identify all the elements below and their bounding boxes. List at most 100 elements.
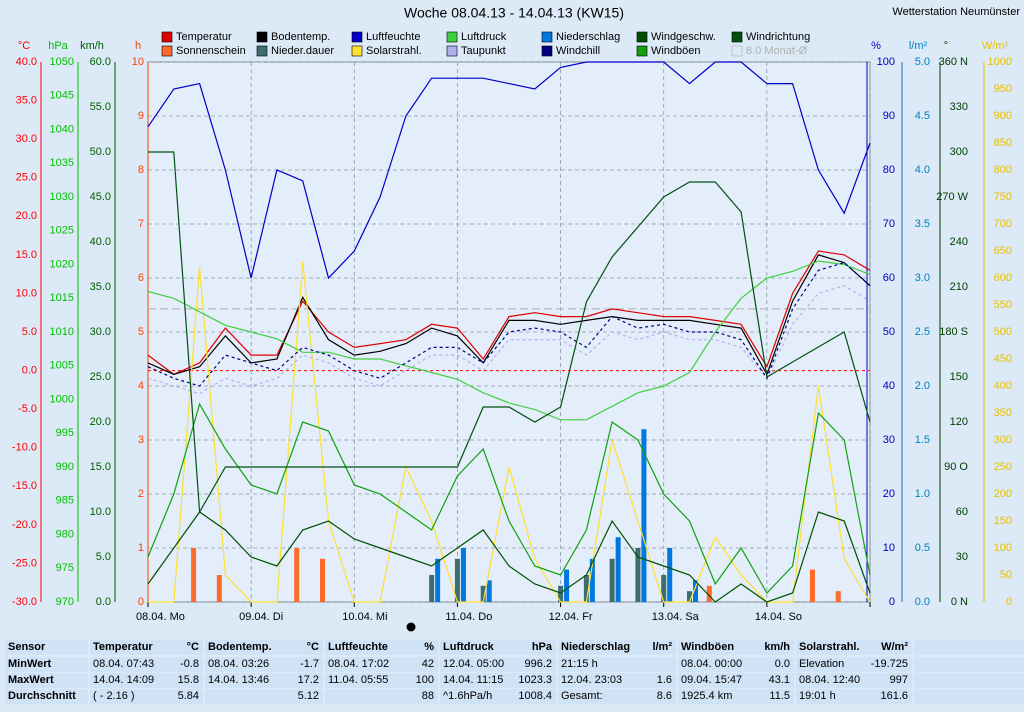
y-tick-label: 9 — [138, 110, 144, 122]
y-tick-label: 6 — [138, 272, 144, 284]
bar — [583, 575, 589, 602]
cell-value: 42 — [422, 658, 434, 670]
y-tick-label: 0.0 — [22, 364, 37, 376]
y-tick-label: 5 — [138, 326, 144, 338]
x-tick-label: 12.04. Fr — [549, 611, 593, 623]
y-tick-label: 40.0 — [16, 56, 37, 68]
cell-value: 15.8 — [178, 674, 199, 686]
y-tick-label: 2 — [138, 488, 144, 500]
y-tick-label: 1035 — [50, 157, 74, 169]
y-tick-label: 20.0 — [16, 210, 37, 222]
x-tick-label: 08.04. Mo — [136, 611, 185, 623]
y-tick-label: 210 — [950, 281, 968, 293]
cell-text: 12.04. 05:00 — [443, 658, 504, 670]
table-cell — [205, 673, 323, 688]
y-tick-label: 5.0 — [22, 326, 37, 338]
y-tick-label: 15.0 — [16, 249, 37, 261]
group-unit: °C — [187, 641, 199, 653]
y-tick-label: 500 — [994, 326, 1012, 338]
table-cell — [325, 689, 438, 704]
y-tick-label: 300 — [950, 146, 968, 158]
y-tick-label: 15.0 — [90, 461, 111, 473]
table-cell — [205, 640, 323, 655]
y-tick-label: 10.0 — [16, 287, 37, 299]
legend-swatch — [351, 31, 363, 43]
bar — [435, 558, 441, 602]
table-cell — [796, 689, 912, 704]
group-name: Temperatur — [93, 641, 153, 653]
y-tick-label: 60.0 — [90, 56, 111, 68]
y-tick-label: 8 — [138, 164, 144, 176]
legend-swatch — [446, 31, 458, 43]
y-tick-label: 1010 — [50, 326, 74, 338]
y-tick-label: 90 — [883, 110, 895, 122]
cell-value: 996.2 — [524, 658, 552, 670]
y-tick-label: 100 — [994, 542, 1012, 554]
y-tick-label: 1005 — [50, 360, 74, 372]
x-tick-label: 10.04. Mi — [342, 611, 387, 623]
axis-unit: W/m² — [982, 40, 1009, 52]
bar — [667, 548, 673, 602]
cell-value: 43.1 — [769, 674, 790, 686]
y-tick-label: 900 — [994, 110, 1012, 122]
y-tick-label: 60 — [956, 506, 968, 518]
cell-value: -1.7 — [300, 658, 319, 670]
group-name: Luftfeuchte — [328, 641, 388, 653]
axis-unit: km/h — [80, 40, 104, 52]
y-tick-label: 250 — [994, 461, 1012, 473]
y-tick-label: 1020 — [50, 258, 74, 270]
table-cell — [796, 657, 912, 672]
cell-value: 100 — [416, 674, 434, 686]
bar — [615, 537, 621, 602]
x-tick-label: 09.04. Di — [239, 611, 283, 623]
legend-swatch — [256, 31, 268, 43]
axis-unit: l/m² — [909, 40, 928, 52]
y-tick-label: 0.0 — [915, 596, 930, 608]
bar — [480, 585, 486, 602]
y-tick-label: 50 — [883, 326, 895, 338]
x-tick-label: 14.04. So — [755, 611, 802, 623]
bar — [454, 558, 460, 602]
legend-swatch — [636, 45, 648, 57]
group-unit: W/m² — [881, 641, 908, 653]
bar — [564, 569, 570, 602]
legend-label: Windrichtung — [746, 31, 810, 43]
y-tick-label: -15.0 — [12, 480, 37, 492]
table-header: Sensor — [8, 641, 46, 653]
y-tick-label: 2.0 — [915, 380, 930, 392]
y-tick-label: 700 — [994, 218, 1012, 230]
y-tick-label: 950 — [994, 83, 1012, 95]
table-cell — [5, 673, 88, 688]
y-tick-label: 550 — [994, 299, 1012, 311]
cell-text: Elevation — [799, 658, 844, 670]
cell-value: 11.5 — [769, 690, 790, 702]
axis-unit: hPa — [48, 40, 68, 52]
legend-label: Temperatur — [176, 31, 232, 43]
x-tick-label: 11.04. Do — [445, 611, 492, 623]
group-unit: km/h — [764, 641, 790, 653]
cell-text: 14.04. 11:15 — [443, 674, 503, 686]
bar — [661, 575, 667, 602]
table-cell — [325, 640, 438, 655]
cell-text: ^1.6hPa/h — [443, 690, 492, 702]
y-tick-label: 4.5 — [915, 110, 930, 122]
table-cell — [90, 640, 203, 655]
y-tick-label: 0 N — [951, 596, 968, 608]
y-tick-label: 20.0 — [90, 416, 111, 428]
y-tick-label: 240 — [950, 236, 968, 248]
y-tick-label: 3.0 — [915, 272, 930, 284]
y-tick-label: 1.0 — [915, 488, 930, 500]
series-line — [147, 511, 871, 603]
cell-value: -19.725 — [871, 658, 908, 670]
cell-value: 0.0 — [775, 658, 790, 670]
cell-text: 14.04. 14:09 — [93, 674, 154, 686]
y-tick-label: 60 — [883, 272, 895, 284]
table-cell — [90, 689, 203, 704]
table-cell — [325, 657, 438, 672]
bar — [460, 548, 466, 602]
table-cell — [205, 689, 323, 704]
cell-text: 11.04. 05:55 — [328, 674, 388, 686]
cell-text: 08.04. 03:26 — [208, 658, 269, 670]
series-line — [147, 285, 871, 395]
table-cell — [678, 657, 794, 672]
